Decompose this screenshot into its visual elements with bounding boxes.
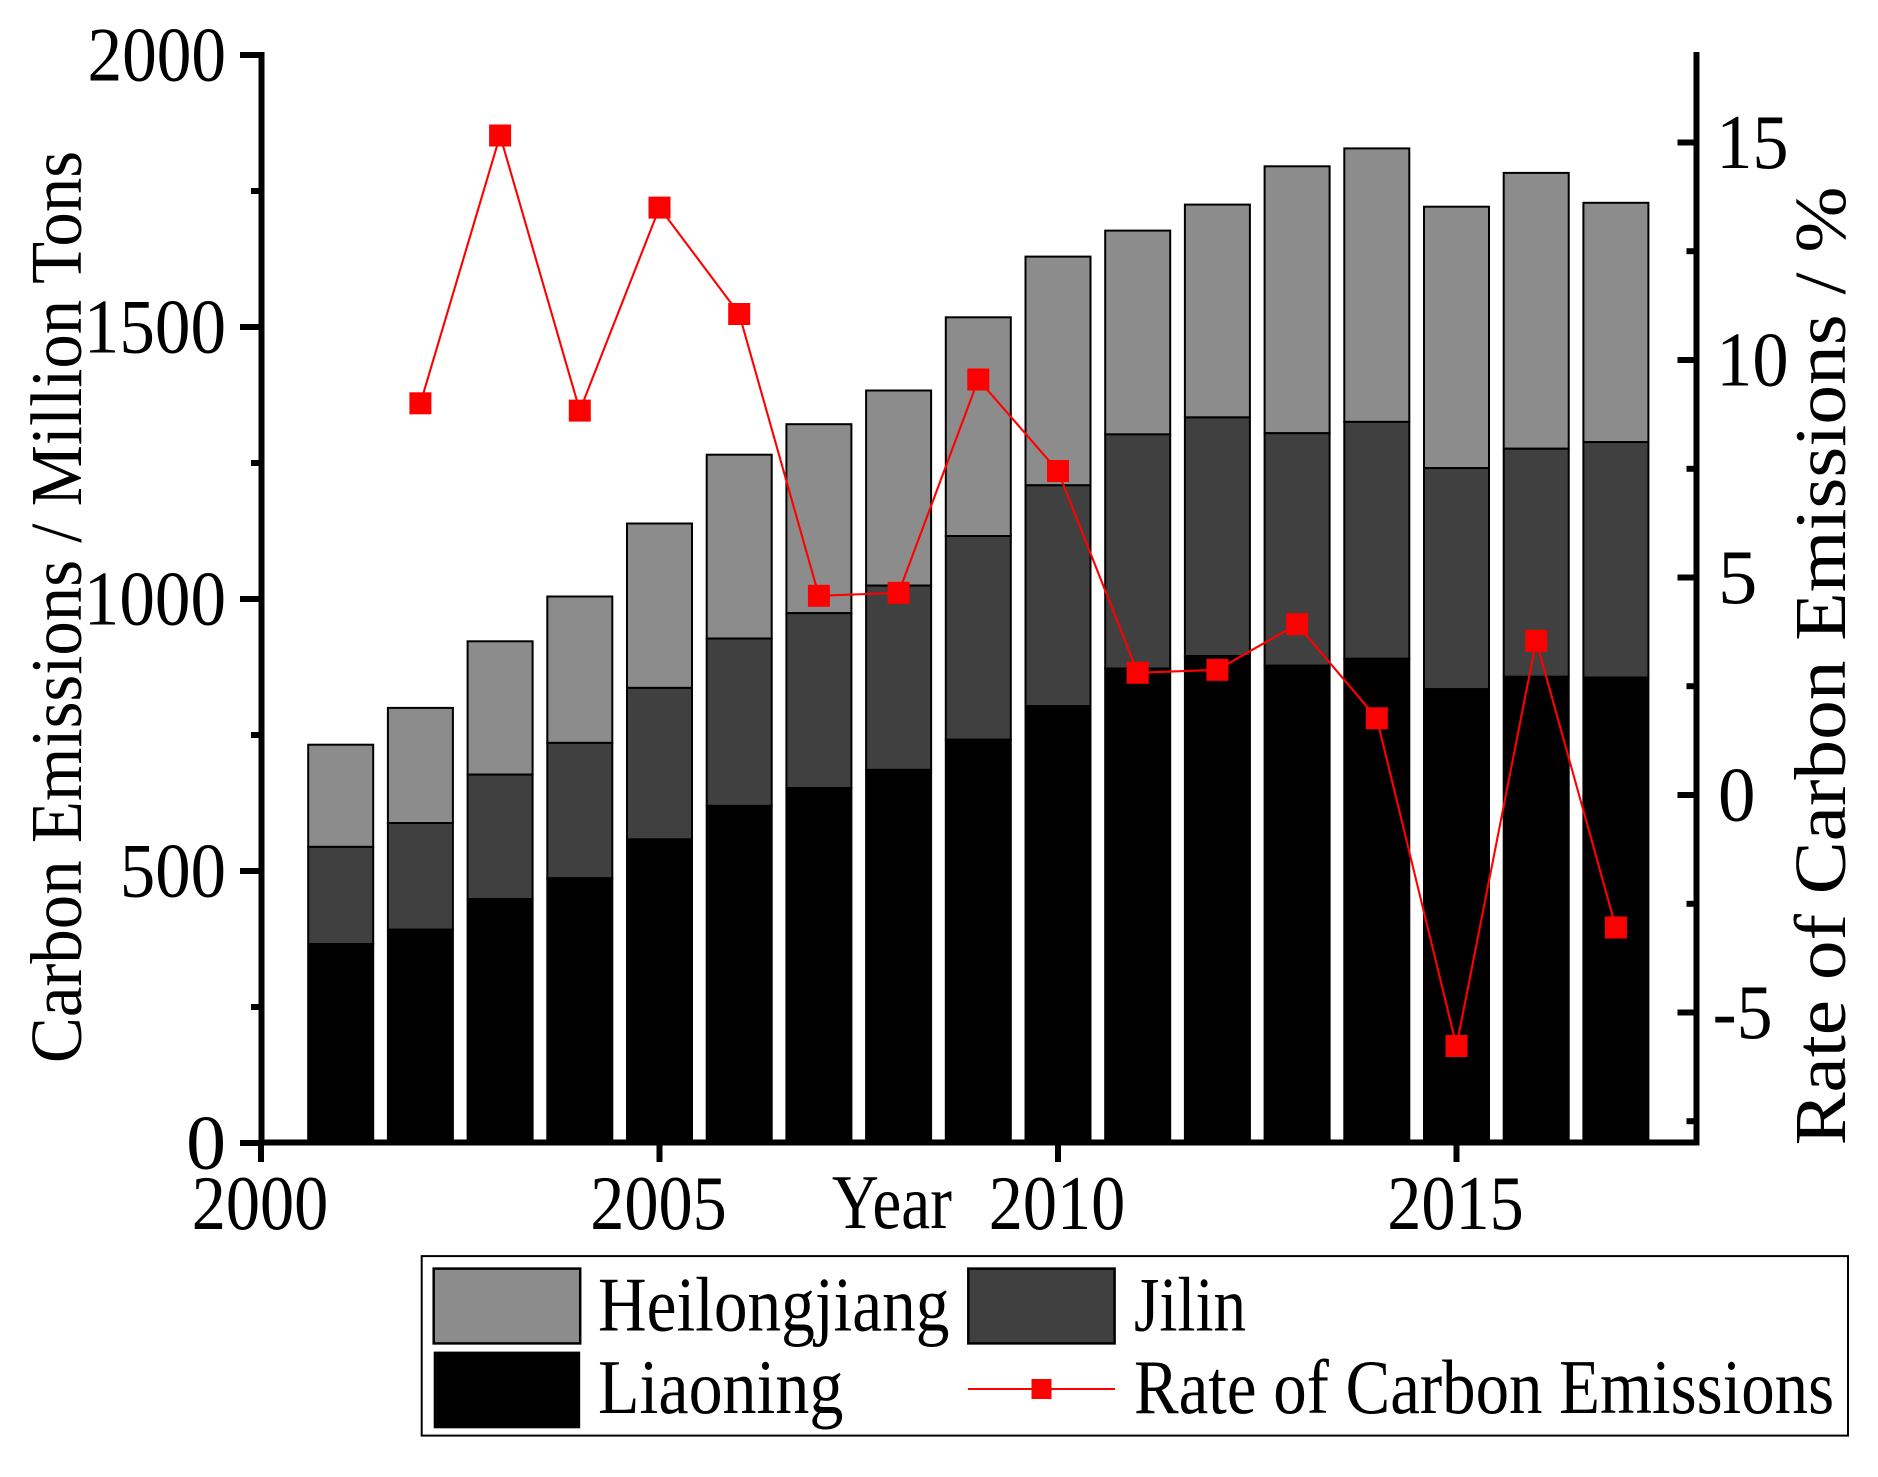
svg-text:5: 5	[1718, 534, 1757, 620]
svg-text:Heilongjiang: Heilongjiang	[598, 1261, 949, 1347]
svg-text:Carbon Emissions / Million Ton: Carbon Emissions / Million Tons	[16, 151, 97, 1063]
svg-text:Rate of Carbon Emissions / %: Rate of Carbon Emissions / %	[1780, 187, 1861, 1146]
svg-text:Rate of Carbon Emissions: Rate of Carbon Emissions	[1134, 1344, 1834, 1430]
svg-text:10: 10	[1716, 316, 1788, 402]
svg-text:Liaoning: Liaoning	[598, 1344, 843, 1430]
svg-text:2000: 2000	[192, 1160, 329, 1246]
svg-text:0: 0	[1718, 751, 1756, 837]
svg-text:1500: 1500	[84, 283, 226, 369]
svg-text:2005: 2005	[590, 1160, 727, 1246]
svg-text:2015: 2015	[1387, 1160, 1524, 1246]
svg-text:2010: 2010	[989, 1160, 1126, 1246]
svg-text:-5: -5	[1713, 969, 1773, 1055]
svg-text:Year: Year	[832, 1159, 952, 1245]
svg-text:0: 0	[186, 1099, 226, 1185]
svg-text:1000: 1000	[84, 555, 226, 641]
svg-text:Jilin: Jilin	[1134, 1261, 1246, 1347]
svg-text:2000: 2000	[88, 11, 227, 97]
svg-text:15: 15	[1716, 99, 1788, 185]
svg-text:500: 500	[120, 827, 226, 913]
